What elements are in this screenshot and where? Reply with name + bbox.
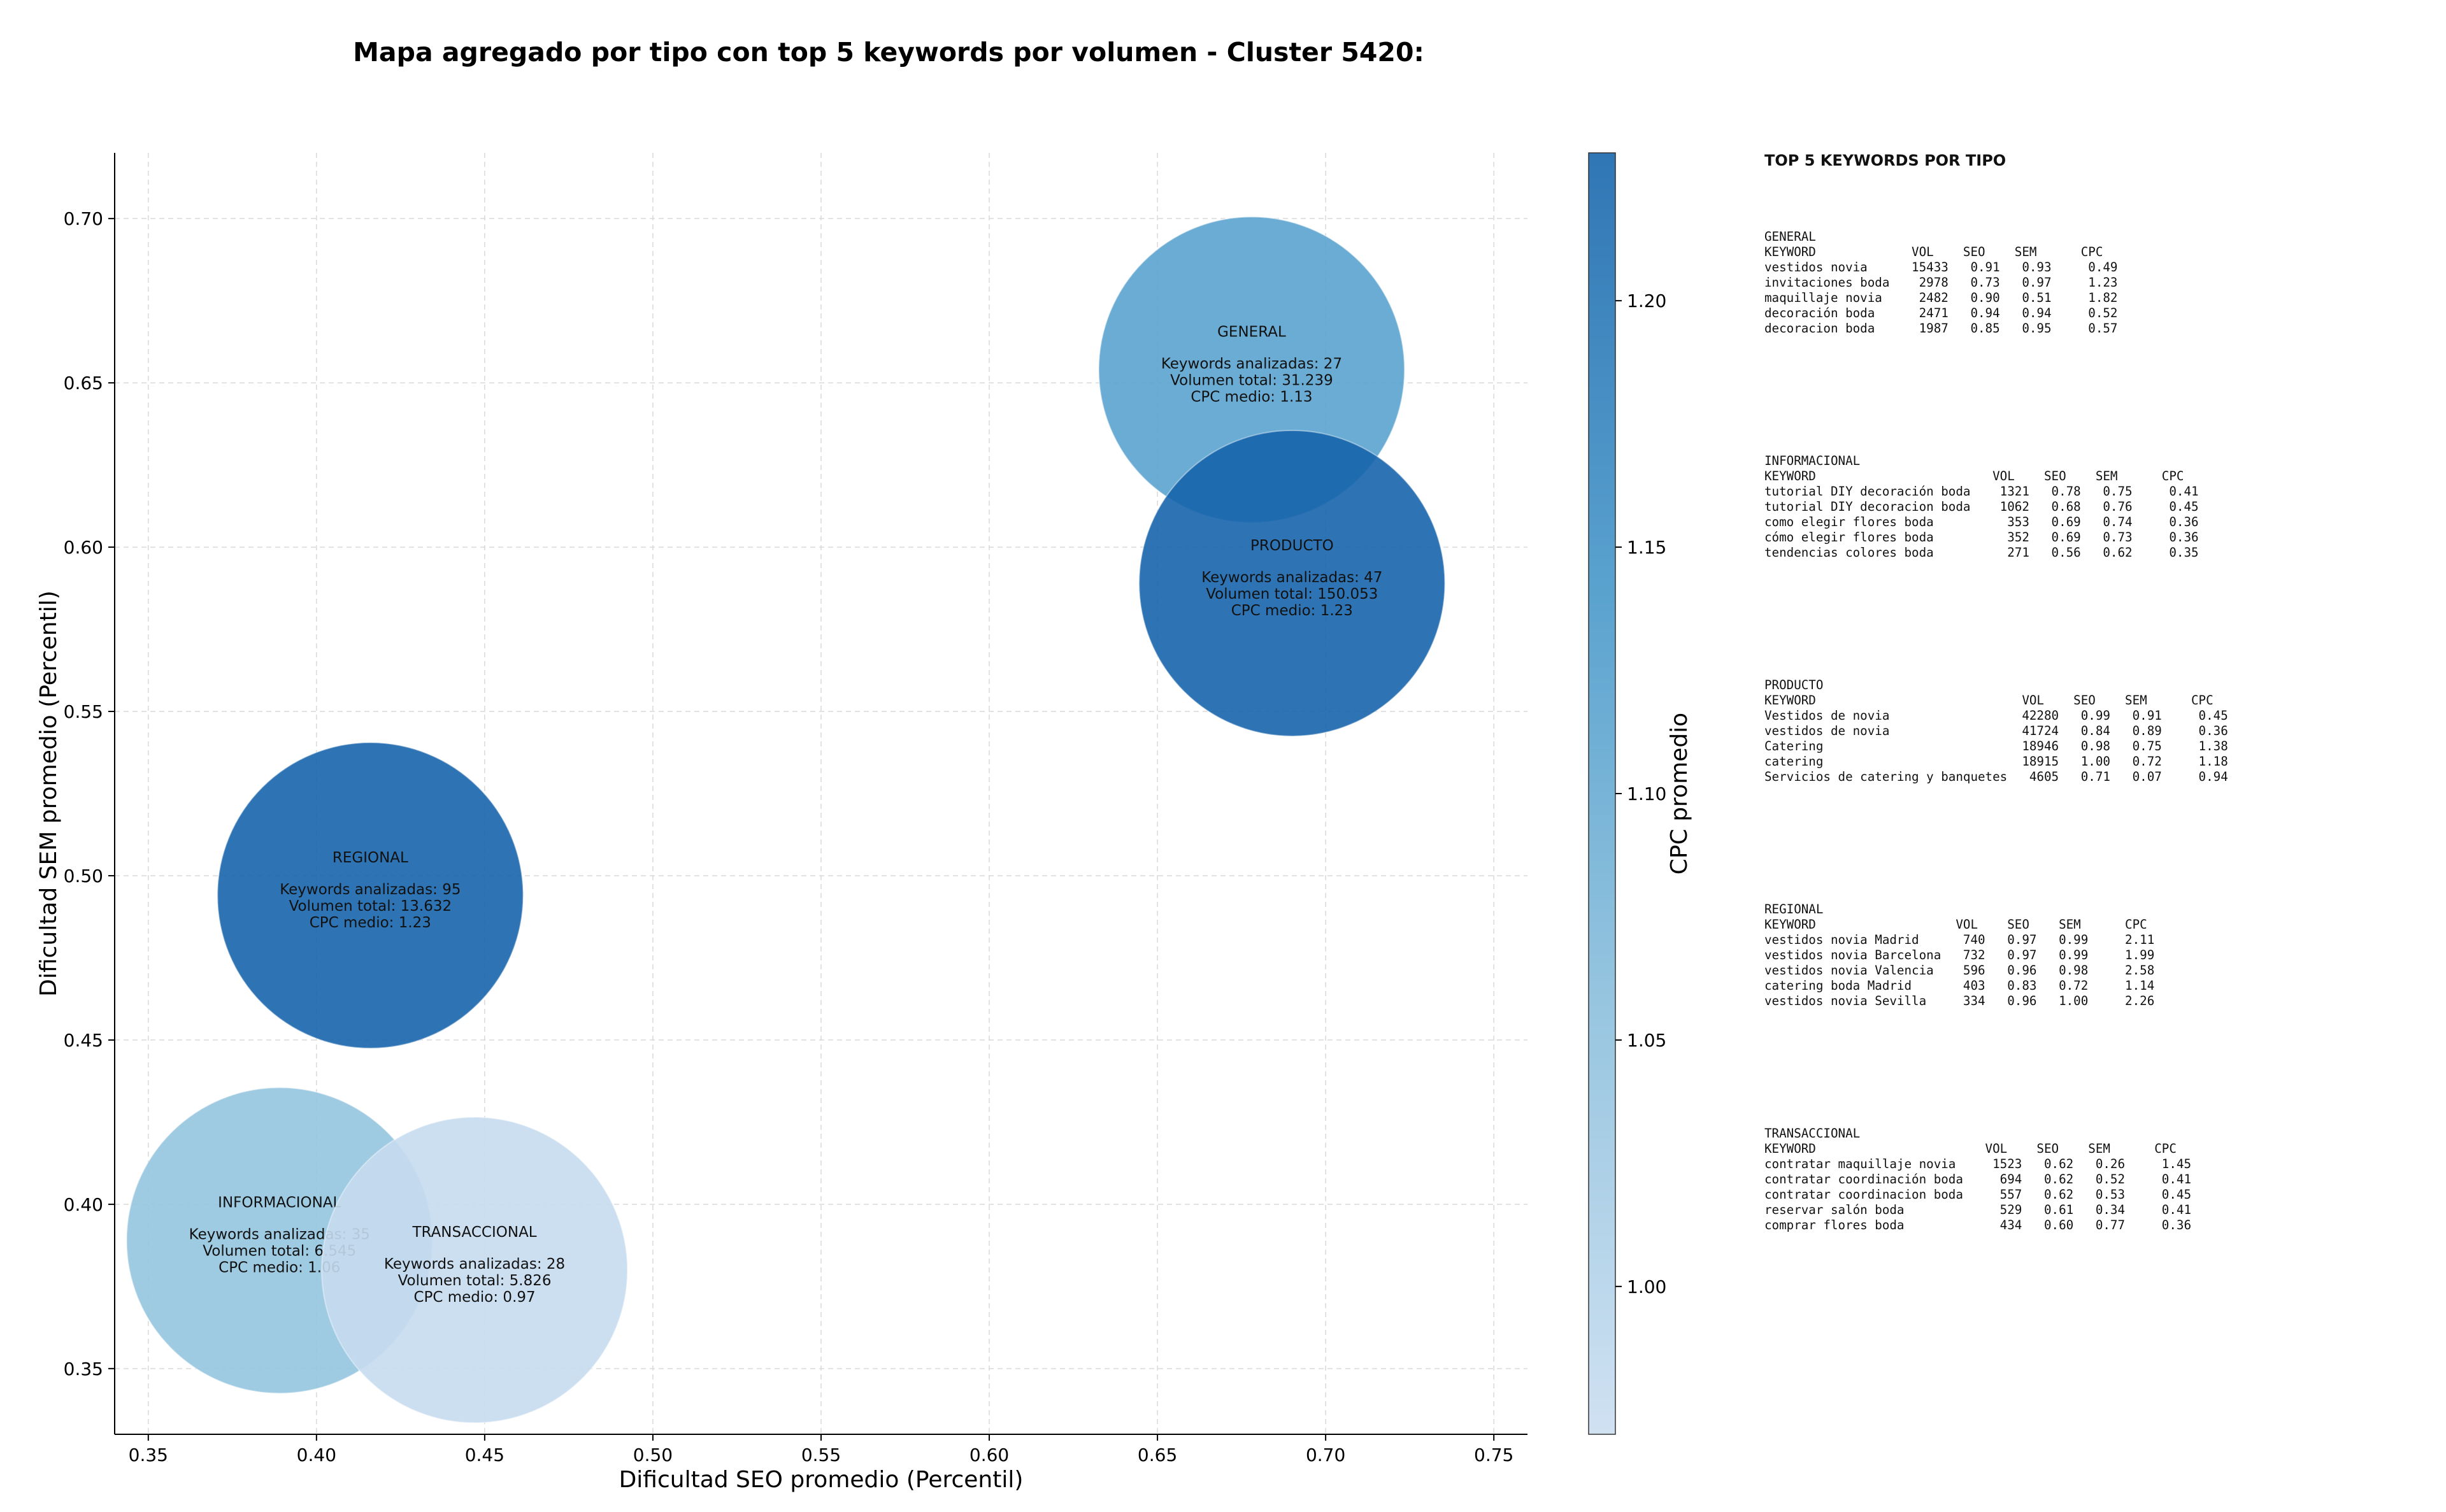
keyword-table-row: maquillaje novia 2482 0.90 0.51 1.82 <box>1764 290 2118 305</box>
keyword-block-title: TRANSACCIONAL <box>1764 1126 1861 1141</box>
bubble-label-volume-text: Volumen total: 13.632 <box>289 898 452 915</box>
keyword-table-row: vestidos de novia 41724 0.84 0.89 0.36 <box>1764 724 2228 738</box>
bubble-label-name: GENERAL <box>1217 324 1286 340</box>
keyword-table-row: vestidos novia Madrid 740 0.97 0.99 2.11 <box>1764 932 2155 947</box>
keyword-block-regional: REGIONAL KEYWORD VOL SEO SEM CPC vestidos … <box>1764 902 2154 1009</box>
bubble-label-name: REGIONAL <box>333 850 408 866</box>
keyword-table-row: vestidos novia 15433 0.91 0.93 0.49 <box>1764 260 2118 275</box>
bubble-label-name: INFORMACIONAL <box>218 1195 341 1211</box>
keyword-table-row: tutorial DIY decoración boda 1321 0.78 0… <box>1764 484 2199 499</box>
keyword-block-informacional: INFORMACIONAL KEYWORD VOL SEO SEM CPC tuto… <box>1764 453 2199 560</box>
keyword-block-title: INFORMACIONAL <box>1764 453 1861 468</box>
y-tick-label: 0.50 <box>64 866 103 887</box>
bubble-transaccional: TRANSACCIONAL Keywords analizadas: 28Volu… <box>321 1116 629 1424</box>
keyword-table-row: contratar coordinación boda 694 0.62 0.5… <box>1764 1172 2192 1187</box>
keyword-table-row: reservar salón boda 529 0.61 0.34 0.41 <box>1764 1202 2192 1217</box>
bubble-circle <box>321 1116 629 1424</box>
x-axis-label: Dificultad SEO promedio (Percentil) <box>619 1467 1024 1493</box>
keyword-block-transaccional: TRANSACCIONAL KEYWORD VOL SEO SEM CPC cont… <box>1764 1126 2191 1233</box>
keyword-block-general: GENERAL KEYWORD VOL SEO SEM CPC vestidos n… <box>1764 229 2118 336</box>
y-tick-label: 0.35 <box>64 1359 103 1380</box>
keyword-table-row: contratar maquillaje novia 1523 0.62 0.2… <box>1764 1157 2192 1171</box>
keyword-table-header: KEYWORD VOL SEO SEM CPC <box>1764 469 2184 483</box>
y-tick-label: 0.45 <box>64 1030 103 1051</box>
chart-title: Mapa agregado por tipo con top 5 keyword… <box>353 37 1424 68</box>
keyword-table-row: tutorial DIY decoracion boda 1062 0.68 0… <box>1764 499 2199 514</box>
keyword-table-row: Servicios de catering y banquetes 4605 0… <box>1764 769 2228 784</box>
colorbar: 1.00 1.05 1.10 1.15 1.20 CPC promedio <box>1588 152 1692 1435</box>
keyword-table-row: contratar coordinacion boda 557 0.62 0.5… <box>1764 1187 2192 1202</box>
keyword-block-title: GENERAL <box>1764 229 1816 244</box>
bubble-label-keywords-text: Keywords analizadas: 28 <box>384 1256 565 1273</box>
bubble-label-cpc-text: CPC medio: 1.23 <box>310 915 431 931</box>
colorbar-ticks: 1.00 1.05 1.10 1.15 1.20 <box>1615 290 1666 1297</box>
keyword-table-header: KEYWORD VOL SEO SEM CPC <box>1764 917 2147 932</box>
bubble-label-keywords-text: Keywords analizadas: 95 <box>280 881 461 898</box>
y-tick-label: 0.60 <box>64 537 103 558</box>
keyword-table-row: comprar flores boda 434 0.60 0.77 0.36 <box>1764 1218 2192 1232</box>
colorbar-gradient <box>1588 152 1616 1435</box>
colorbar-tick-label: 1.00 <box>1627 1276 1666 1297</box>
keyword-table-row: Vestidos de novia 42280 0.99 0.91 0.45 <box>1764 708 2228 723</box>
bubble-label-volume-text: Volumen total: 31.239 <box>1170 372 1333 389</box>
bubble-label-cpc-text: CPC medio: 0.97 <box>413 1289 535 1306</box>
x-tick-label: 0.50 <box>633 1444 673 1466</box>
keyword-table-row: Catering 18946 0.98 0.75 1.38 <box>1764 739 2228 753</box>
keyword-table-row: catering 18915 1.00 0.72 1.18 <box>1764 754 2228 769</box>
colorbar-tick-label: 1.05 <box>1627 1030 1666 1051</box>
keyword-table-row: vestidos novia Valencia 596 0.96 0.98 2.… <box>1764 963 2155 978</box>
bubble-label-keywords-text: Keywords analizadas: 27 <box>1161 355 1342 372</box>
x-tick-label: 0.45 <box>465 1444 504 1466</box>
keyword-table-header: KEYWORD VOL SEO SEM CPC <box>1764 245 2103 259</box>
keyword-table-row: tendencias colores boda 271 0.56 0.62 0.… <box>1764 545 2199 560</box>
keyword-table-header: KEYWORD VOL SEO SEM CPC <box>1764 693 2214 708</box>
colorbar-tick-label: 1.15 <box>1627 537 1666 558</box>
bubble-circle <box>1138 429 1446 737</box>
bubble-label-cpc-text: CPC medio: 1.23 <box>1231 603 1353 619</box>
bubble-label-cpc-text: CPC medio: 1.13 <box>1191 389 1312 405</box>
x-tick-label: 0.70 <box>1306 1444 1345 1466</box>
keyword-block-producto: PRODUCTO KEYWORD VOL SEO SEM CPC Vestidos … <box>1764 678 2228 785</box>
y-tick-label: 0.65 <box>64 373 103 394</box>
keyword-table-row: cómo elegir flores boda 352 0.69 0.73 0.… <box>1764 530 2199 545</box>
keyword-table-row: vestidos novia Barcelona 732 0.97 0.99 1… <box>1764 948 2155 962</box>
x-tick-label: 0.75 <box>1474 1444 1513 1466</box>
y-tick-label: 0.55 <box>64 701 103 722</box>
x-tick-label: 0.60 <box>969 1444 1009 1466</box>
bubble-label-name: PRODUCTO <box>1250 538 1334 554</box>
x-tick-label: 0.35 <box>129 1444 168 1466</box>
top-keywords-panel: TOP 5 KEYWORDS POR TIPO GENERAL KEYWORD V… <box>1764 0 2440 1512</box>
keyword-block-title: REGIONAL <box>1764 902 1824 916</box>
bubble-label-keywords-text: Keywords analizadas: 47 <box>1201 569 1382 586</box>
keyword-table-row: catering boda Madrid 403 0.83 0.72 1.14 <box>1764 978 2155 993</box>
bubble-label-name: TRANSACCIONAL <box>411 1224 536 1241</box>
y-ticks: 0.35 0.40 0.45 0.50 0.55 0.60 0.65 0.70 <box>64 208 115 1380</box>
y-tick-label: 0.40 <box>64 1194 103 1215</box>
x-tick-label: 0.65 <box>1138 1444 1177 1466</box>
keyword-table-row: invitaciones boda 2978 0.73 0.97 1.23 <box>1764 275 2118 290</box>
keyword-table-row: vestidos novia Sevilla 334 0.96 1.00 2.2… <box>1764 994 2155 1008</box>
y-tick-label: 0.70 <box>64 208 103 229</box>
bubble-label-volume-text: Volumen total: 150.053 <box>1206 586 1378 603</box>
keyword-table-row: decoracion boda 1987 0.85 0.95 0.57 <box>1764 321 2118 336</box>
keyword-block-title: PRODUCTO <box>1764 678 1824 692</box>
x-tick-label: 0.55 <box>801 1444 841 1466</box>
colorbar-tick-label: 1.20 <box>1627 290 1666 311</box>
x-tick-label: 0.40 <box>297 1444 336 1466</box>
bubble-label-volume-text: Volumen total: 5.826 <box>398 1273 552 1289</box>
panel-title: TOP 5 KEYWORDS POR TIPO <box>1764 152 2006 169</box>
colorbar-label: CPC promedio <box>1666 713 1692 874</box>
keyword-table-row: como elegir flores boda 353 0.69 0.74 0.… <box>1764 515 2199 529</box>
keyword-table-header: KEYWORD VOL SEO SEM CPC <box>1764 1141 2177 1156</box>
bubble-circle <box>217 741 524 1049</box>
bubble-label-cpc-text: CPC medio: 1.06 <box>218 1260 340 1276</box>
y-axis-label: Dificultad SEM promedio (Percentil) <box>36 590 62 997</box>
keyword-table-row: decoración boda 2471 0.94 0.94 0.52 <box>1764 306 2118 320</box>
x-ticks: 0.35 0.40 0.45 0.50 0.55 0.60 0.65 0.70 0.75 <box>129 1434 1513 1466</box>
colorbar-tick-label: 1.10 <box>1627 783 1666 804</box>
